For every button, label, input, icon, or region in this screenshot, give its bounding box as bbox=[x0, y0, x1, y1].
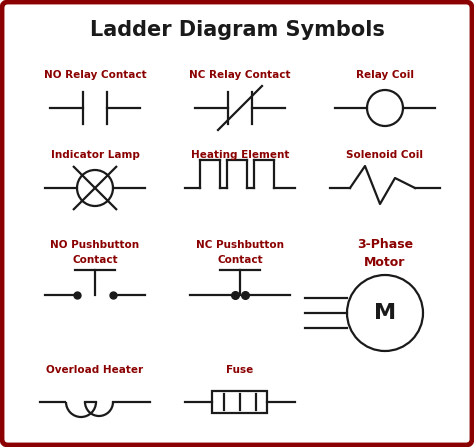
Text: NC Pushbutton: NC Pushbutton bbox=[196, 240, 284, 250]
Text: Ladder Diagram Symbols: Ladder Diagram Symbols bbox=[90, 20, 384, 40]
Text: Contact: Contact bbox=[72, 255, 118, 265]
Text: Contact: Contact bbox=[217, 255, 263, 265]
Text: Heating Element: Heating Element bbox=[191, 150, 289, 160]
Text: NO Relay Contact: NO Relay Contact bbox=[44, 70, 146, 80]
Text: Solenoid Coil: Solenoid Coil bbox=[346, 150, 423, 160]
Text: Fuse: Fuse bbox=[227, 365, 254, 375]
Text: NC Relay Contact: NC Relay Contact bbox=[189, 70, 291, 80]
Text: Motor: Motor bbox=[365, 256, 406, 269]
Text: 3-Phase: 3-Phase bbox=[357, 239, 413, 252]
Text: Relay Coil: Relay Coil bbox=[356, 70, 414, 80]
Text: Overload Heater: Overload Heater bbox=[46, 365, 144, 375]
Text: Indicator Lamp: Indicator Lamp bbox=[51, 150, 139, 160]
Text: NO Pushbutton: NO Pushbutton bbox=[50, 240, 139, 250]
Text: M: M bbox=[374, 303, 396, 323]
Bar bbox=[212, 391, 267, 413]
